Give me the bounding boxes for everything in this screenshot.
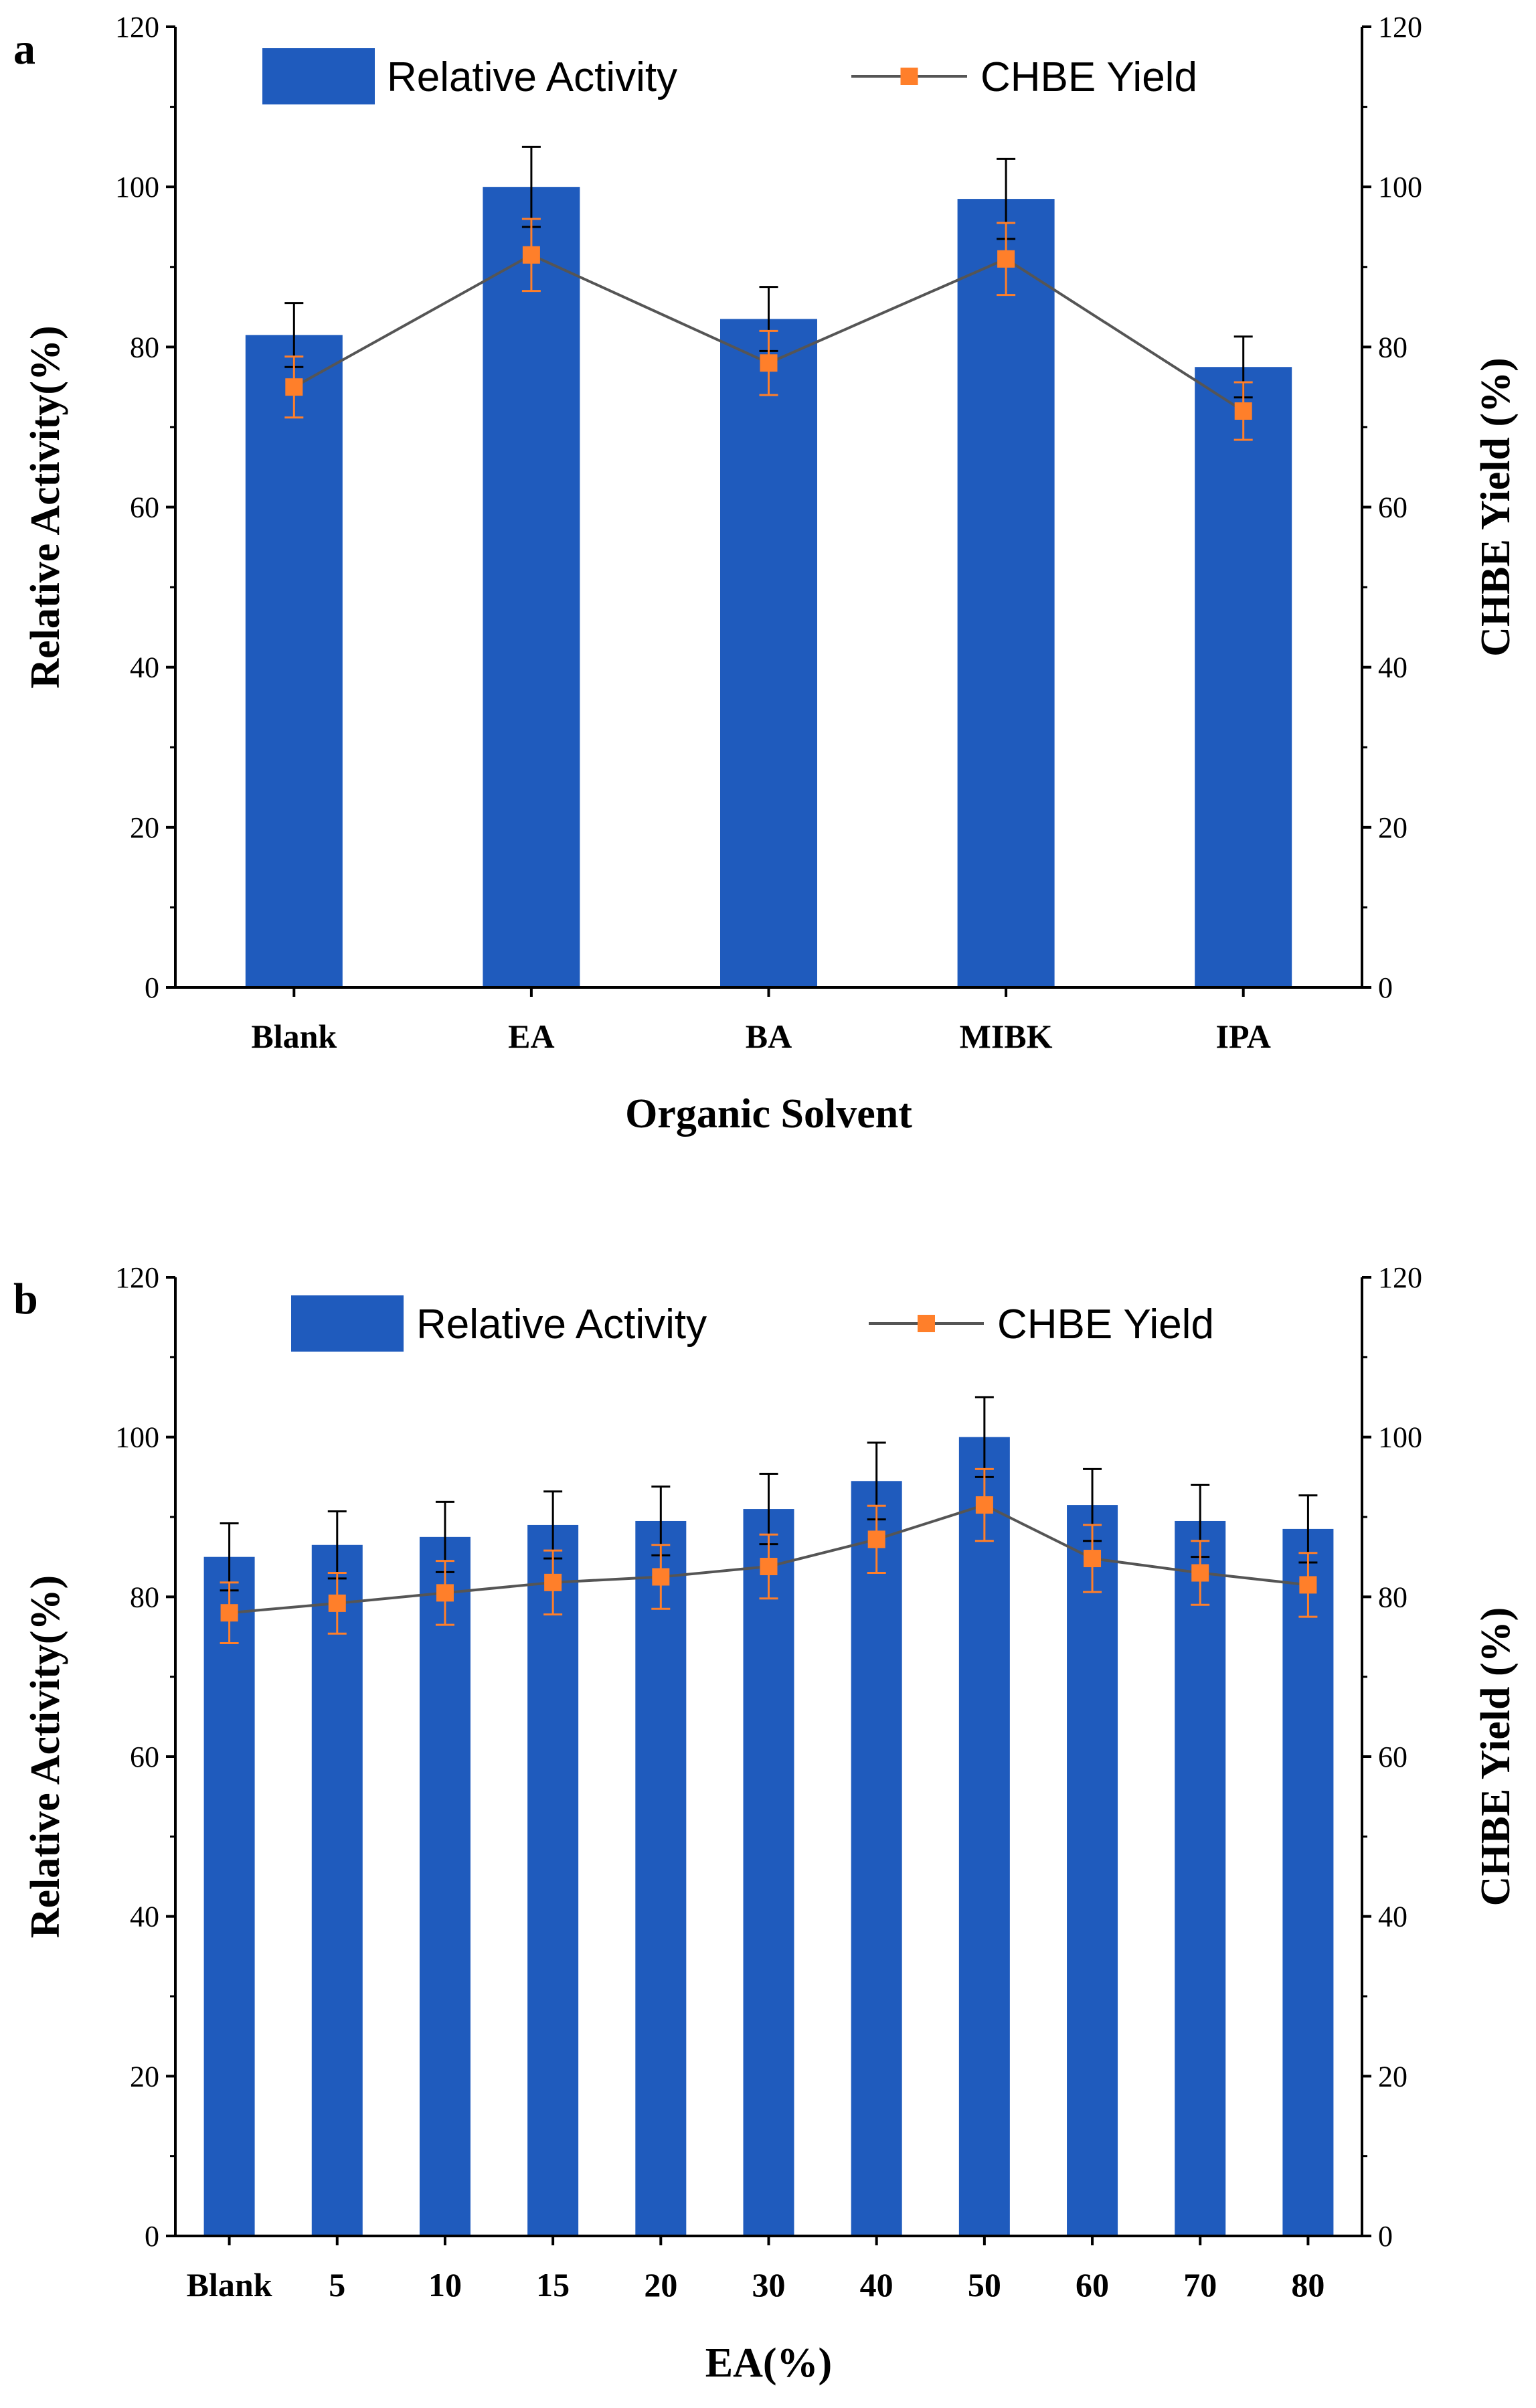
x-tick-label: Blank [251,1018,337,1055]
y-tick-label-right: 0 [1378,2220,1393,2253]
yield-marker [1191,1564,1209,1582]
y-tick-label-left: 120 [115,11,159,44]
bar-blank [245,335,343,987]
y-tick-label-left: 40 [130,1901,159,1933]
x-tick-label: 60 [1076,2266,1109,2304]
yield-marker [522,246,540,264]
yield-marker [1234,402,1252,420]
bar-5 [311,1544,363,2236]
y-tick-label-right: 60 [1378,1741,1407,1773]
yield-marker [220,1604,238,1622]
legend-label-relative-activity: Relative Activity [387,54,677,100]
y-axis-title-right: CHBE Yield (%) [1473,357,1519,657]
x-tick-label: IPA [1215,1018,1270,1055]
y-tick-label-right: 40 [1378,1901,1407,1933]
x-tick-label: 5 [329,2266,345,2304]
yield-marker [436,1584,454,1602]
x-tick-label: 40 [860,2266,893,2304]
yield-marker [544,1573,562,1591]
chart-panel-b: 0 0 20 20 40 40 60 60 80 80 100 100 120 120 Blank 5 10 15… [13,1261,1519,2386]
y-tick-label-right: 40 [1378,651,1407,684]
bar-ba [720,319,817,988]
x-tick-label: EA [508,1018,554,1055]
y-tick-label-left: 100 [115,1421,159,1454]
y-tick-label-left: 80 [130,331,159,364]
chart-panel-a: 0 0 20 20 40 40 60 60 80 80 100 100 120 120 Blank EA BA M… [13,11,1519,1137]
panel-label: a [13,25,35,74]
x-tick-label: 15 [536,2266,570,2304]
y-tick-label-right: 120 [1378,11,1422,44]
legend-label-relative-activity: Relative Activity [416,1301,707,1348]
legend-bar-swatch [291,1295,404,1352]
y-tick-label-right: 20 [1378,811,1407,844]
y-axis-title-right: CHBE Yield (%) [1473,1607,1519,1907]
yield-marker [328,1594,346,1612]
y-tick-label-left: 20 [130,811,159,844]
y-tick-label-left: 40 [130,651,159,684]
panel-label: b [13,1275,38,1323]
yield-marker [1084,1550,1102,1568]
y-tick-label-right: 20 [1378,2060,1407,2093]
x-tick-label: BA [746,1018,792,1055]
bar-60 [1067,1505,1118,2236]
y-tick-label-left: 120 [115,1261,159,1294]
y-tick-label-right: 0 [1378,971,1393,1004]
y-tick-label-right: 60 [1378,491,1407,524]
legend-marker-swatch [900,68,918,85]
yield-marker [760,1557,778,1575]
legend-bar-swatch [262,48,375,104]
y-tick-label-left: 0 [145,971,159,1004]
y-tick-label-left: 100 [115,171,159,204]
x-axis-title: EA(%) [705,2340,832,2386]
y-axis-title-left: Relative Activity(%) [23,325,68,688]
bar-30 [743,1509,794,2236]
x-tick-label: 20 [644,2266,677,2304]
yield-marker [867,1530,885,1548]
y-tick-label-right: 100 [1378,171,1422,204]
y-axis-title-left: Relative Activity(%) [23,1575,68,1938]
y-tick-label-right: 100 [1378,1421,1422,1454]
legend-label-chbe-yield: CHBE Yield [980,54,1197,100]
x-tick-label: 10 [428,2266,462,2304]
yield-marker [997,250,1015,268]
bar-50 [958,1437,1010,2236]
x-axis-title: Organic Solvent [625,1091,912,1137]
x-tick-label: 80 [1291,2266,1325,2304]
bar-80 [1282,1528,1334,2236]
bar-10 [419,1536,471,2236]
y-tick-label-right: 80 [1378,1581,1407,1613]
x-tick-label: MIBK [960,1018,1053,1055]
y-tick-label-left: 60 [130,1741,159,1773]
x-tick-label: 30 [752,2266,786,2304]
bar-ea [483,187,580,988]
bar-70 [1175,1520,1226,2236]
y-tick-label-right: 120 [1378,1261,1422,1294]
bar-ipa [1195,367,1292,987]
yield-marker [975,1496,993,1514]
y-tick-label-left: 80 [130,1581,159,1613]
x-tick-label: 50 [968,2266,1001,2304]
bar-40 [851,1481,902,2236]
y-tick-label-left: 0 [145,2220,159,2253]
yield-marker [652,1568,670,1586]
y-tick-label-left: 20 [130,2060,159,2093]
yield-marker [285,378,303,396]
yield-marker [760,354,778,372]
bar-blank [203,1556,255,2236]
bar-mibk [957,199,1055,988]
x-tick-label: Blank [187,2266,272,2304]
x-tick-label: 70 [1183,2266,1217,2304]
yield-marker [1299,1576,1317,1594]
y-tick-label-right: 80 [1378,331,1407,364]
legend-marker-swatch [918,1315,935,1332]
legend-label-chbe-yield: CHBE Yield [997,1301,1214,1348]
bar-15 [527,1524,579,2236]
bar-20 [635,1520,687,2236]
y-tick-label-left: 60 [130,491,159,524]
